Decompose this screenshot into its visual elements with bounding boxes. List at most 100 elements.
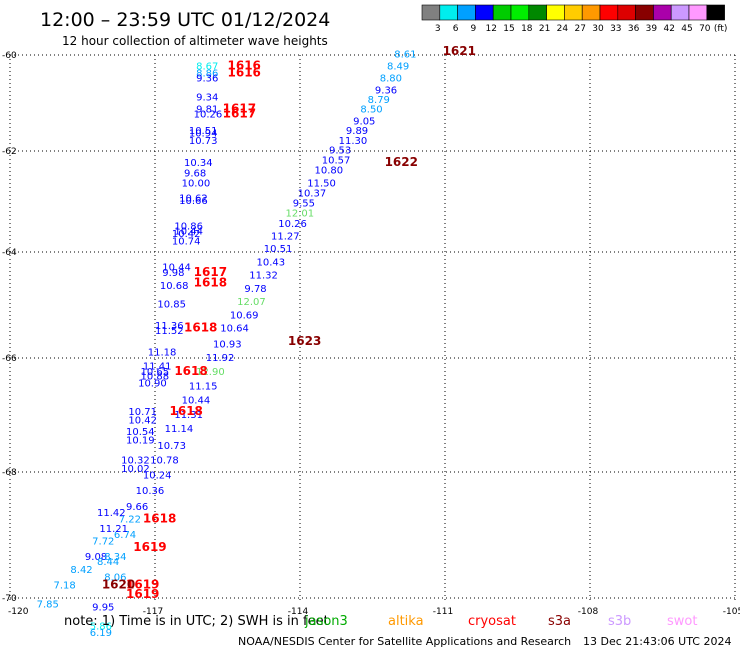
color-scale-swatch	[475, 4, 494, 21]
wave-height-value: 10.66	[179, 196, 208, 207]
wave-height-value: 11.14	[165, 424, 194, 435]
latitude-tick-label: -66	[2, 354, 17, 364]
wave-height-value: 9.68	[184, 168, 206, 179]
satellite-legend: jason3 altika cryosat s3a s3b swot	[304, 614, 697, 629]
wave-height-value: 10.78	[150, 455, 179, 466]
wave-height-value: 9.81	[196, 105, 218, 116]
color-scale-label: 36	[628, 24, 640, 34]
pass-time-label: 1619	[126, 587, 159, 601]
wave-height-value: 10.44	[162, 263, 191, 274]
wave-height-value: 9.95	[92, 603, 114, 614]
wave-height-value: 8.79	[368, 95, 390, 106]
longitude-tick-label: -111	[433, 607, 453, 617]
latitude-tick-label: -68	[2, 468, 17, 478]
longitude-tick-label: -120	[8, 607, 29, 617]
wave-height-value: 10.73	[157, 441, 186, 452]
wave-height-value: 8.44	[97, 557, 119, 568]
pass-time-label: 1618	[184, 321, 217, 335]
wave-height-value: 10.86	[174, 221, 203, 232]
wave-height-value: 9.05	[353, 117, 375, 128]
color-scale-swatch	[492, 4, 512, 21]
wave-height-value: 7.85	[37, 599, 59, 610]
color-scale-swatch	[421, 4, 441, 21]
wave-height-value: 10.02	[121, 464, 150, 475]
color-scale-label: 18	[521, 24, 533, 34]
color-scale-swatch	[457, 4, 476, 21]
wave-height-value: 9.34	[196, 93, 218, 104]
longitude-tick-label: -117	[143, 607, 163, 617]
latitude-tick-label: -62	[2, 147, 17, 157]
color-scale-swatch	[510, 4, 530, 21]
wave-height-value: 10.43	[257, 257, 286, 268]
wave-height-value: 11.15	[189, 381, 218, 392]
page-title: 12:00 – 23:59 UTC 01/12/2024	[40, 9, 330, 31]
color-scale-label: 27	[574, 24, 585, 34]
wave-height-value: 10.54	[126, 427, 155, 438]
color-scale-swatch	[670, 4, 690, 21]
wave-height-value: 10.69	[230, 310, 259, 321]
wave-height-value: 7.22	[119, 514, 141, 525]
color-scale-label: 42	[663, 24, 674, 34]
color-scale-label: 12	[485, 24, 496, 34]
pass-time-label: 1619	[126, 578, 159, 592]
wave-height-value: 10.19	[126, 436, 155, 447]
color-scale-label: 24	[557, 24, 569, 34]
wave-height-value: 12.07	[237, 297, 266, 308]
wave-height-value: 10.85	[157, 300, 186, 311]
footer-credit: NOAA/NESDIS Center for Satellite Applica…	[238, 635, 571, 648]
wave-height-value: 10.32	[121, 455, 150, 466]
wave-height-value: 8.34	[104, 552, 126, 563]
wave-height-value: 10.36	[136, 486, 165, 497]
latitude-tick-label: -64	[2, 248, 17, 258]
color-scale-label: 3	[435, 24, 441, 34]
wave-height-value: 10.57	[322, 156, 351, 167]
wave-height-value: 8.86	[196, 69, 218, 80]
satellite-legend-swot: swot	[667, 614, 697, 629]
wave-height-value: 10.73	[189, 136, 218, 147]
wave-height-value: 11.30	[339, 136, 368, 147]
pass-time-label: 1621	[443, 44, 476, 58]
wave-height-value: 10.44	[182, 396, 211, 407]
wave-height-value: 10.26	[194, 109, 223, 120]
pass-time-label: 1622	[385, 155, 418, 169]
wave-height-value: 12.01	[286, 209, 315, 220]
wave-height-value: 12.90	[196, 367, 225, 378]
wave-height-value: 10.90	[138, 379, 167, 390]
pass-time-label: 1618	[174, 364, 207, 378]
pass-time-label: 1619	[133, 540, 166, 554]
color-scale-swatch	[599, 4, 619, 21]
wave-height-value: 10.94	[189, 129, 218, 140]
pass-time-label: 1617	[223, 102, 256, 116]
wave-height-value: 8.06	[104, 572, 126, 583]
wave-height-value: 11.27	[271, 231, 300, 242]
latitude-tick-label: -60	[2, 51, 17, 61]
wave-height-value: 10.51	[189, 126, 218, 137]
wave-height-value: 11.18	[148, 347, 177, 358]
wave-height-value: 9.78	[244, 284, 266, 295]
wave-height-value: 9.36	[375, 85, 397, 96]
color-scale-swatch	[546, 4, 565, 21]
wave-height-value: 10.24	[143, 470, 172, 481]
longitude-tick-labels: -120 -117 -114 -111 -108 -105	[8, 607, 740, 617]
wave-height-value: 11.52	[155, 326, 184, 337]
wave-height-labels: 8.618.498.809.368.798.509.059.8911.309.5…	[37, 49, 417, 638]
wave-height-value: 8.80	[380, 73, 402, 84]
wave-height-value: 11.41	[143, 361, 172, 372]
color-scale-swatch	[439, 4, 458, 21]
pass-time-label: 1618	[143, 511, 176, 525]
wave-height-value: 5.86	[90, 622, 112, 633]
color-scale-label: 30	[592, 24, 604, 34]
wave-height-value: 11.31	[174, 410, 203, 421]
pass-time-label: 1616	[228, 58, 261, 72]
wave-height-value: 8.49	[387, 61, 409, 72]
wave-height-value: 10.37	[298, 188, 327, 199]
wave-height-value: 9.89	[346, 126, 368, 137]
satellite-legend-s3b: s3b	[608, 614, 631, 629]
longitude-tick-label: -105	[723, 607, 740, 617]
pass-time-label: 1620	[102, 578, 135, 592]
color-scale-label: 15	[503, 24, 514, 34]
wave-height-value: 10.80	[315, 166, 344, 177]
color-scale-label: 21	[539, 24, 550, 34]
wave-height-value: 10.65	[141, 367, 170, 378]
